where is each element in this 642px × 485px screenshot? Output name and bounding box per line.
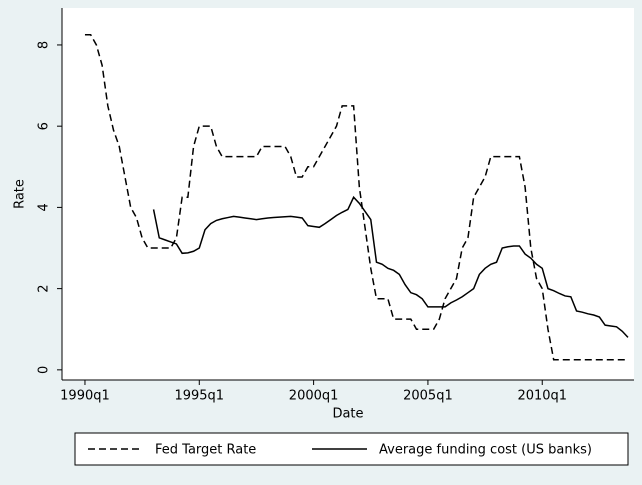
y-tick-label: 6 <box>37 122 52 130</box>
x-tick-label: 2005q1 <box>403 389 453 404</box>
y-axis-label: Rate <box>13 179 28 209</box>
x-tick-label: 1995q1 <box>174 389 224 404</box>
y-tick-label: 8 <box>37 41 52 49</box>
y-tick-label: 4 <box>37 203 52 211</box>
legend-label: Average funding cost (US banks) <box>379 443 592 458</box>
x-tick-label: 2000q1 <box>289 389 339 404</box>
x-tick-label: 2010q1 <box>517 389 567 404</box>
legend: Fed Target Rate Average funding cost (US … <box>74 432 629 466</box>
y-tick-label: 2 <box>37 284 52 292</box>
x-axis-label: Date <box>332 407 363 422</box>
x-tick-label: 1990q1 <box>60 389 110 404</box>
y-tick-label: 0 <box>37 366 52 374</box>
series-line <box>152 195 629 338</box>
legend-label: Fed Target Rate <box>155 443 256 458</box>
plot-area <box>62 8 634 380</box>
